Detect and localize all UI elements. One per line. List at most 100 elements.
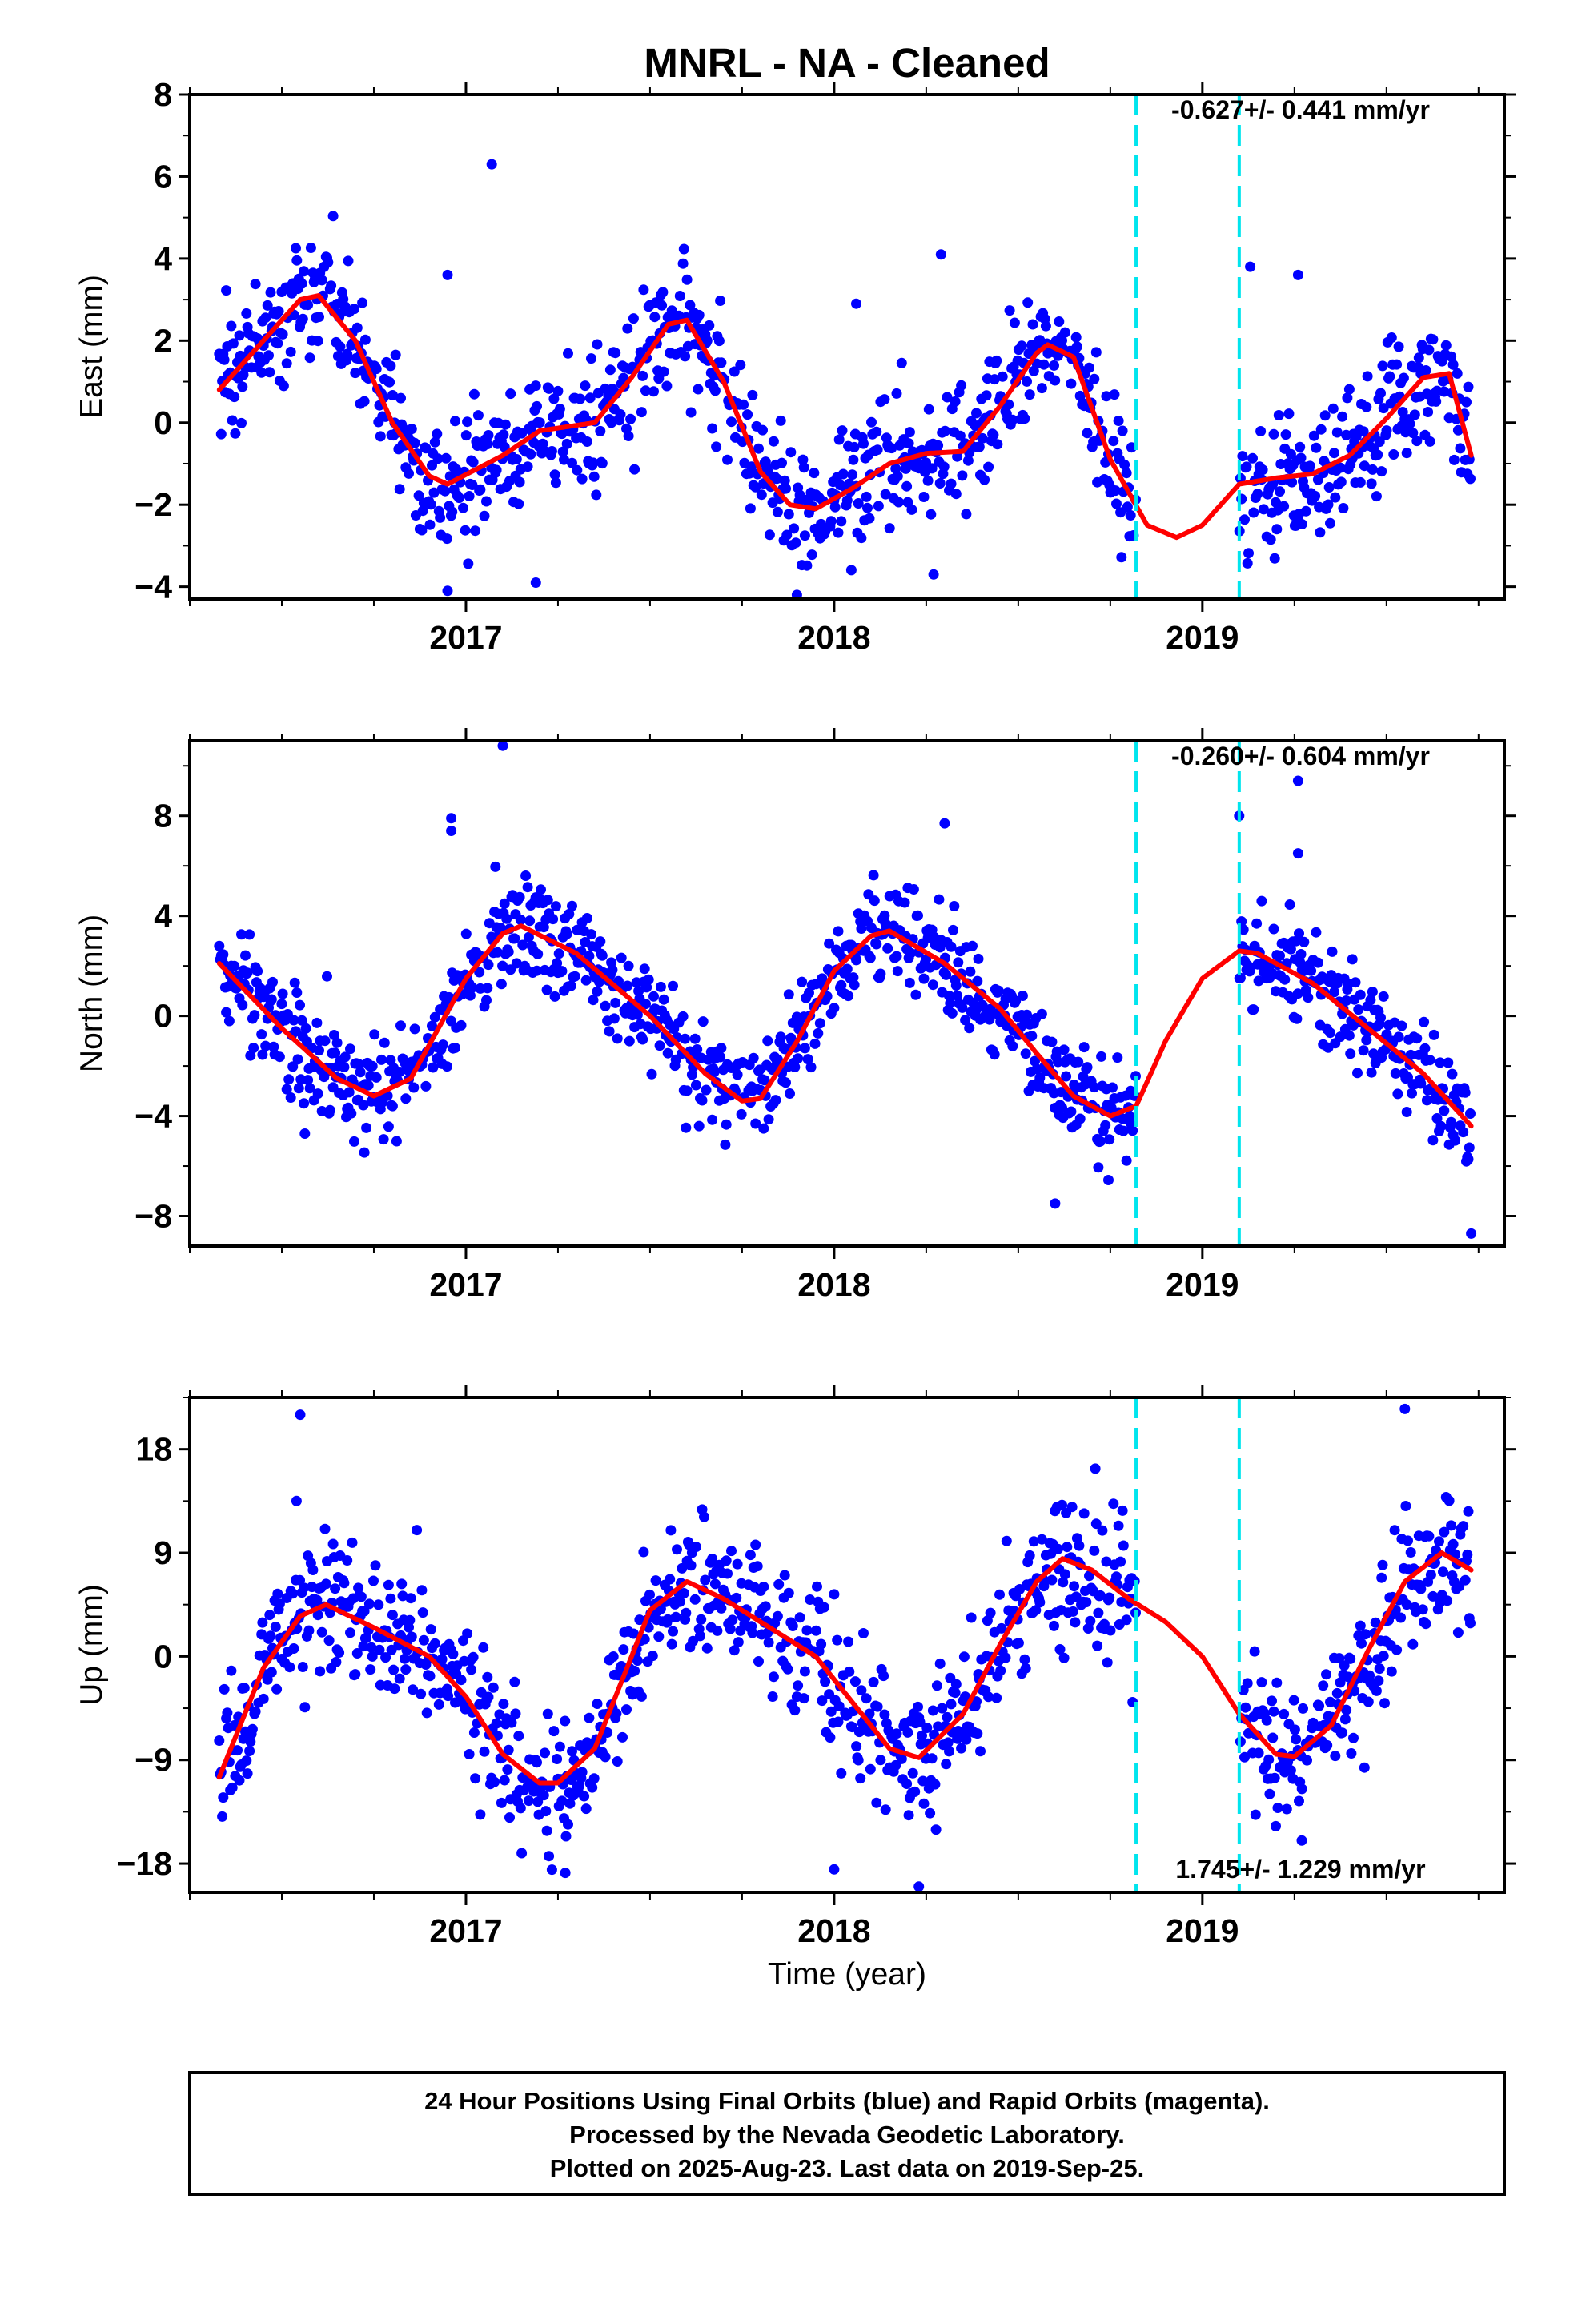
east-point bbox=[861, 491, 872, 502]
east-point bbox=[981, 390, 992, 401]
east-point bbox=[707, 423, 718, 434]
north-point bbox=[420, 1080, 432, 1092]
east-point bbox=[704, 320, 715, 331]
up-point bbox=[918, 1798, 930, 1809]
north-point bbox=[716, 1043, 727, 1054]
east-point bbox=[219, 354, 230, 365]
up-point bbox=[1057, 1499, 1067, 1510]
east-point bbox=[513, 498, 524, 509]
up-point bbox=[368, 1575, 379, 1586]
north-rate-label: -0.260+/- 0.604 mm/yr bbox=[1171, 742, 1430, 770]
east-point bbox=[629, 464, 640, 475]
east-point bbox=[327, 211, 339, 222]
east-point bbox=[628, 313, 639, 324]
up-point bbox=[370, 1560, 381, 1571]
east-y-axis-label: East (mm) bbox=[74, 275, 109, 419]
east-point bbox=[1463, 381, 1474, 392]
up-point bbox=[496, 1797, 507, 1808]
east-point bbox=[711, 441, 722, 452]
north-point bbox=[949, 901, 960, 911]
east-point bbox=[1362, 371, 1373, 382]
north-point bbox=[387, 1100, 398, 1112]
up-point bbox=[1395, 1612, 1407, 1623]
north-point bbox=[361, 1122, 372, 1133]
north-point bbox=[891, 951, 902, 962]
north-point bbox=[1353, 1004, 1364, 1015]
east-point bbox=[1247, 452, 1258, 464]
east-point bbox=[305, 243, 316, 253]
east-point bbox=[1398, 372, 1409, 384]
up-point bbox=[855, 1773, 866, 1784]
north-point bbox=[1367, 987, 1378, 997]
north-point bbox=[1419, 1043, 1431, 1054]
east-point bbox=[450, 416, 460, 427]
up-point bbox=[315, 1666, 326, 1677]
up-points bbox=[214, 1403, 1476, 1892]
east-point bbox=[1325, 517, 1335, 529]
north-point bbox=[1435, 1120, 1447, 1132]
north-point bbox=[984, 1014, 995, 1025]
north-point bbox=[514, 891, 525, 903]
north-point bbox=[464, 990, 476, 1001]
north-point bbox=[793, 1053, 804, 1064]
east-point bbox=[610, 348, 621, 359]
north-point bbox=[775, 1031, 786, 1043]
east-point bbox=[467, 480, 478, 490]
east-point bbox=[636, 407, 647, 418]
up-point bbox=[901, 1779, 913, 1789]
east-point bbox=[753, 443, 764, 454]
east-point bbox=[954, 430, 966, 441]
east-point bbox=[285, 346, 296, 357]
north-point bbox=[303, 1075, 314, 1086]
east-point bbox=[451, 464, 462, 475]
up-point bbox=[1345, 1653, 1356, 1664]
east-point bbox=[640, 385, 651, 396]
north-point bbox=[1428, 1029, 1439, 1040]
north-point bbox=[456, 1019, 467, 1031]
up-point bbox=[820, 1676, 831, 1687]
east-frame bbox=[188, 93, 1506, 601]
up-point bbox=[234, 1775, 245, 1786]
north-point bbox=[330, 1047, 341, 1059]
up-point bbox=[214, 1735, 225, 1746]
east-point bbox=[716, 357, 727, 368]
east-point bbox=[768, 436, 779, 447]
east-point bbox=[1237, 451, 1248, 462]
up-point bbox=[1000, 1652, 1011, 1663]
up-rate-label: 1.745+/- 1.229 mm/yr bbox=[1175, 1855, 1425, 1884]
east-point bbox=[1119, 459, 1130, 470]
east-point bbox=[988, 429, 999, 440]
north-point bbox=[450, 1043, 460, 1053]
up-outlier-point bbox=[291, 1495, 302, 1506]
up-point bbox=[618, 1644, 629, 1655]
north-point bbox=[637, 1034, 648, 1045]
up-point bbox=[1314, 1700, 1325, 1711]
east-point bbox=[371, 364, 382, 375]
up-point bbox=[1242, 1678, 1253, 1689]
east-point bbox=[323, 257, 334, 268]
up-point bbox=[653, 1631, 665, 1642]
up-point bbox=[629, 1665, 640, 1676]
east-fit-line bbox=[216, 293, 1474, 541]
up-point bbox=[408, 1684, 419, 1695]
up-point bbox=[516, 1848, 528, 1859]
up-point bbox=[1371, 1685, 1382, 1696]
up-point bbox=[1261, 1715, 1272, 1726]
east-point bbox=[922, 475, 934, 486]
east-point bbox=[729, 366, 740, 377]
east-point bbox=[481, 496, 492, 507]
north-point bbox=[1036, 1008, 1047, 1019]
east-point bbox=[1409, 409, 1420, 420]
north-point bbox=[1392, 1088, 1403, 1100]
north-point bbox=[1365, 995, 1376, 1006]
north-point bbox=[586, 929, 596, 940]
east-point bbox=[549, 469, 560, 480]
north-point bbox=[945, 998, 956, 1009]
up-point bbox=[1439, 1526, 1450, 1538]
up-point bbox=[383, 1579, 394, 1590]
up-point bbox=[323, 1635, 335, 1647]
up-point bbox=[396, 1578, 408, 1590]
east-point bbox=[833, 434, 845, 445]
north-point bbox=[758, 1123, 769, 1134]
up-point bbox=[1093, 1607, 1104, 1618]
